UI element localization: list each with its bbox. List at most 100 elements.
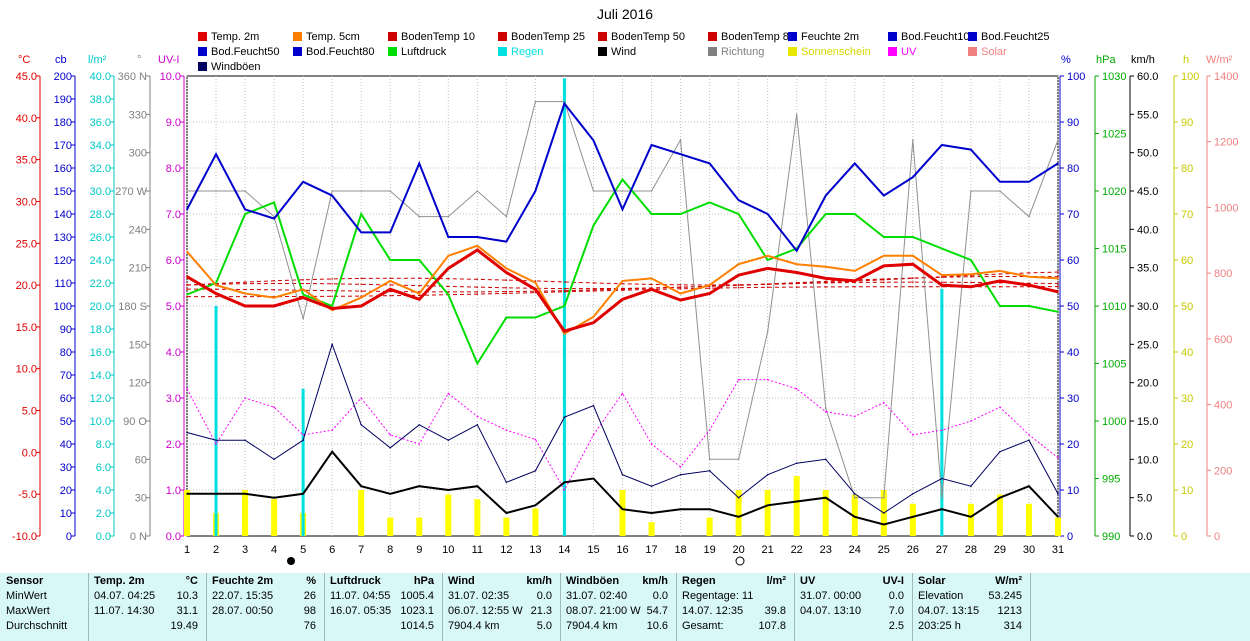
temp-2m-line-point (621, 298, 624, 301)
axis-label-rain: 32.0 (90, 163, 111, 175)
axis-label-temp: 35.0 (16, 155, 37, 167)
legend-item: Solar (968, 45, 1007, 59)
soil-temp-line-point (708, 287, 711, 290)
wind-line-point (708, 508, 711, 511)
soil-temp-line-point (505, 290, 508, 293)
pressure-line-point (679, 213, 682, 215)
axis-label-hpa: 1000 (1102, 416, 1126, 428)
legend-label: BodenTemp 10 (401, 31, 475, 43)
axis-label-hum: 80 (1067, 163, 1079, 175)
humidity-line-point (534, 190, 537, 192)
axis-label-kmh: 25.0 (1137, 339, 1158, 351)
gust-line-point (418, 424, 421, 426)
axis-label-temp: -10.0 (12, 531, 37, 543)
soil-temp-line-point (795, 286, 798, 288)
legend-swatch (498, 32, 507, 41)
direction-line-point (795, 113, 798, 116)
stats-head-label: Windböen (566, 575, 620, 587)
legend-swatch (198, 47, 207, 56)
gust-line-point (244, 439, 246, 442)
temp-5cm-line-point (186, 250, 188, 253)
soil-temp-line-point (824, 286, 827, 288)
axis-label-rain: 34.0 (90, 140, 111, 152)
legend-swatch (708, 32, 717, 41)
soil-temp-line-point (795, 282, 798, 285)
stats-temp: Temp. 2m °C 04.07. 04:25 10.3 11.07. 14:30 31… (88, 573, 207, 641)
axis-label-dir: 0 N (130, 531, 147, 543)
wind-line-point (360, 485, 363, 488)
uv-line-point (650, 443, 653, 445)
gust-line-point (853, 493, 856, 495)
legend-item: Bod.Feucht25 (968, 30, 1050, 44)
legend-label: Luftdruck (401, 46, 447, 58)
temp-5cm-line-point (418, 292, 421, 295)
axis-label-rain: 30.0 (90, 186, 111, 198)
legend: Temp. 2m Temp. 5cm BodenTemp 10 BodenTemp 2… (198, 30, 1058, 74)
stats-head-label: Regen (682, 575, 716, 587)
x-tick-label: 10 (442, 544, 454, 556)
axis-label-hpa: 990 (1102, 531, 1120, 543)
axis-label-temp: 25.0 (16, 238, 37, 250)
pressure-line-point (941, 247, 943, 250)
gust-line-point (447, 439, 450, 442)
stats-row-value: 2.5 (888, 620, 904, 632)
stats-solar: Solar W/m² Elevation 53.245 04.07. 13:15 1213… (912, 573, 1031, 641)
humidity-line-point (563, 102, 566, 105)
uv-line-point (244, 397, 246, 399)
axis-header-hpa: hPa (1096, 54, 1116, 66)
legend-label: UV (901, 46, 917, 58)
legend-label: Temp. 5cm (306, 31, 360, 43)
soil-temp-line-point (389, 284, 392, 286)
axis-label-sun: 100 (1181, 71, 1199, 83)
wind-line-point (1028, 485, 1030, 488)
humidity-line-point (505, 240, 508, 243)
axis-label-kmh: 45.0 (1137, 186, 1158, 198)
stats-row-label: 04.07. 13:15 (918, 605, 980, 617)
soil-temp-line-point (331, 295, 333, 298)
axis-label-hpa: 995 (1102, 474, 1120, 486)
uv-line-point (824, 411, 827, 413)
wind-line-point (505, 512, 508, 514)
axis-label-cb: 120 (54, 255, 72, 267)
axis-label-hpa: 1010 (1102, 301, 1126, 313)
rain-bar (214, 306, 218, 536)
uv-line-point (708, 429, 711, 432)
pressure-line-point (592, 224, 595, 227)
axis-label-uv: 7.0 (166, 209, 181, 221)
pressure-line-point (1028, 305, 1030, 307)
stats-head-label: Solar (918, 575, 946, 587)
stats-sensor: Sensor MinWert MaxWert Durchschnitt (0, 573, 89, 641)
soil-temp-line-point (970, 275, 972, 278)
soil-temp-line-point (679, 284, 682, 286)
uv-line-point (621, 392, 624, 395)
sunshine-bar (358, 490, 365, 536)
soil-temp-line-point (244, 288, 246, 291)
stats-row-value: 1014.5 (400, 620, 434, 632)
stats-row-label: 203:25 h (918, 620, 961, 632)
humidity-line-point (999, 181, 1001, 183)
soil-temp-line-point (679, 286, 682, 288)
temp-5cm-line-point (737, 263, 740, 266)
legend-label: Bod.Feucht50 (211, 46, 280, 58)
stats-row-label: 7904.4 km (566, 620, 618, 632)
soil-temp-line-point (186, 288, 188, 290)
soil-temp-line-point (389, 277, 392, 280)
soil-temp-line-point (737, 284, 740, 287)
temp-2m-line-point (505, 271, 508, 274)
sunshine-bar (735, 490, 742, 536)
legend-label: Solar (981, 46, 1007, 58)
gust-line-point (883, 512, 885, 514)
wind-line-point (563, 481, 566, 484)
humidity-line-point (592, 139, 595, 142)
sunshine-bar (1025, 503, 1032, 536)
direction-line-point (621, 190, 624, 192)
wind-line-point (1057, 516, 1059, 518)
soil-temp-line-point (766, 283, 769, 286)
direction-line-point (186, 190, 188, 192)
sunshine-bar (706, 517, 713, 536)
pressure-line-point (999, 305, 1001, 307)
axis-label-solar: 400 (1214, 400, 1232, 412)
pressure-line-point (883, 236, 885, 238)
axis-header-dir: ° (137, 54, 142, 66)
axis-label-cb: 100 (54, 301, 72, 313)
